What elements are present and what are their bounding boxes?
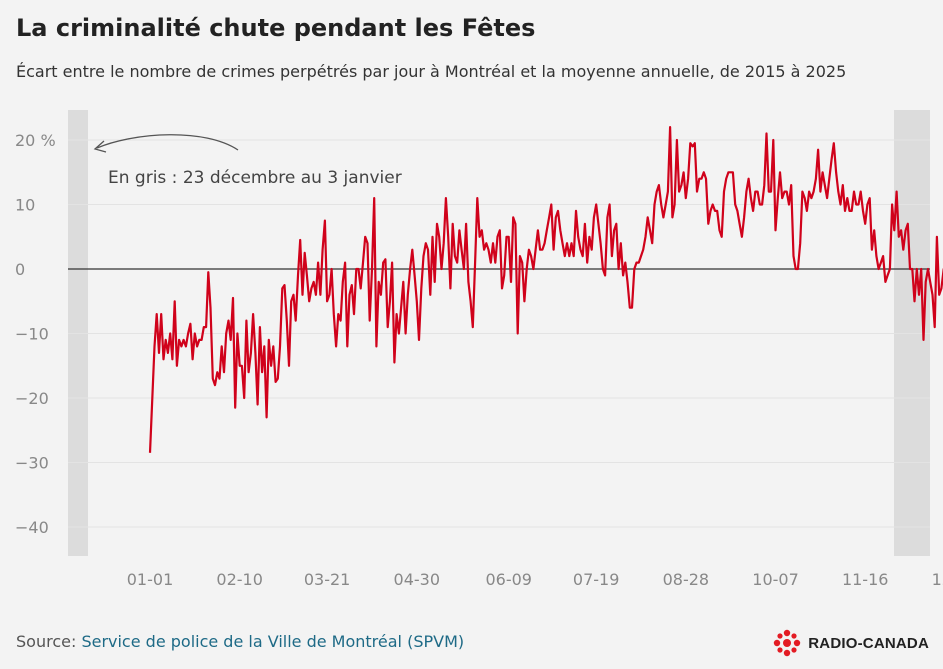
- y-axis-ticks: 20 % 10 0 −10 −20 −30 −40: [15, 131, 56, 537]
- radio-canada-logo[interactable]: RADIO-CANADA: [772, 628, 929, 658]
- gridlines: [68, 139, 930, 528]
- y-tick-label: −30: [15, 454, 49, 473]
- logo-wordmark: RADIO-CANADA: [808, 634, 929, 652]
- y-tick-label: −20: [15, 389, 49, 408]
- x-tick-label: 02-10: [216, 570, 263, 589]
- y-tick-label: −40: [15, 518, 49, 537]
- x-tick-label: 11-16: [842, 570, 889, 589]
- source-prefix: Source:: [16, 632, 82, 651]
- x-tick-label: 07-19: [573, 570, 620, 589]
- annotation-arrow: [96, 134, 239, 151]
- x-tick-label: 06-09: [485, 570, 532, 589]
- x-tick-label: 04-30: [394, 570, 441, 589]
- x-axis-ticks: 01-01 02-10 03-21 04-30 06-09 07-19 08-28 10-07…: [127, 570, 943, 589]
- y-tick-label: 10: [15, 196, 35, 215]
- source-credit: Source: Service de police de la Ville de…: [16, 632, 464, 651]
- chart-title: La criminalité chute pendant les Fêtes: [16, 14, 536, 42]
- series-line-crime-deviation: [148, 126, 943, 453]
- y-tick-label: 20 %: [15, 131, 56, 150]
- y-tick-label: 0: [15, 260, 25, 279]
- x-tick-label: 01-01: [127, 570, 174, 589]
- x-tick-label: 03-21: [304, 570, 351, 589]
- x-tick-label: 12-26: [932, 570, 943, 589]
- source-link[interactable]: Service de police de la Ville de Montréa…: [81, 632, 465, 651]
- gem-icon: [774, 629, 801, 657]
- x-tick-label: 08-28: [663, 570, 710, 589]
- annotation-arrowhead: [93, 140, 107, 153]
- y-tick-label: −10: [15, 325, 49, 344]
- shade-annotation: En gris : 23 décembre au 3 janvier: [108, 168, 402, 188]
- chart-subtitle: Écart entre le nombre de crimes perpétré…: [16, 62, 847, 81]
- x-tick-label: 10-07: [752, 570, 799, 589]
